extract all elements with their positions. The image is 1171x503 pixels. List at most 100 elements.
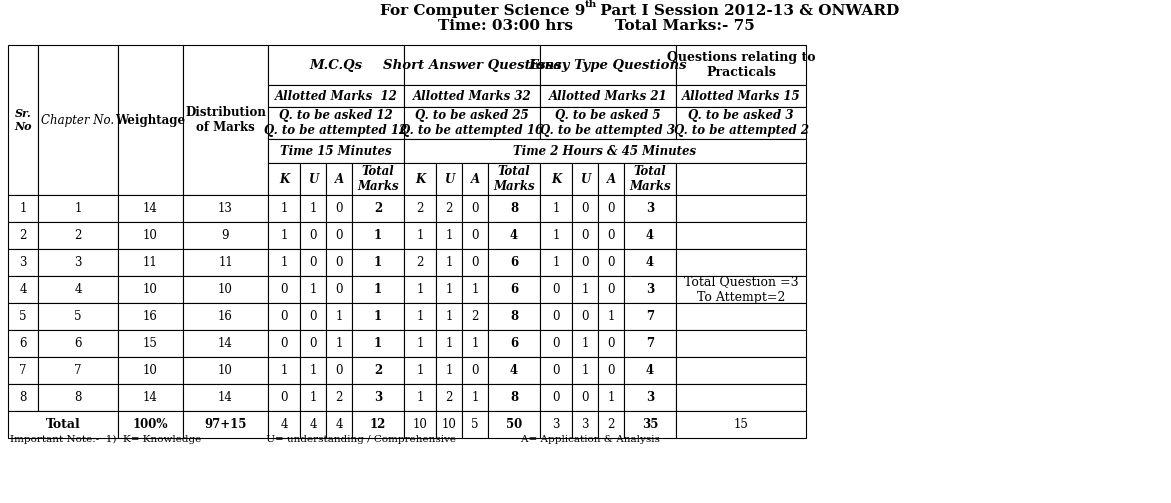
Bar (571, 249, 598, 276)
Bar (463, 357, 488, 384)
Text: 2: 2 (445, 391, 453, 404)
Text: 2: 2 (74, 229, 82, 242)
Text: 2: 2 (374, 364, 382, 377)
Bar (404, 163, 436, 195)
Bar (183, 222, 268, 249)
Bar (118, 357, 183, 384)
Bar (463, 222, 488, 249)
Text: 1: 1 (417, 364, 424, 377)
Text: Q. to be asked 12
Q. to be attempted 12: Q. to be asked 12 Q. to be attempted 12 (265, 109, 408, 137)
Bar (676, 85, 806, 107)
Text: 15: 15 (733, 418, 748, 431)
Bar (118, 222, 183, 249)
Text: Time 2 Hours & 45 Minutes: Time 2 Hours & 45 Minutes (513, 144, 697, 157)
Bar (37, 357, 118, 384)
Bar (571, 357, 598, 384)
Text: 1: 1 (445, 229, 453, 242)
Text: 0: 0 (608, 337, 615, 350)
Bar (488, 249, 540, 276)
Bar (571, 222, 598, 249)
Bar (268, 139, 404, 163)
Text: 14: 14 (143, 391, 158, 404)
Text: 8: 8 (74, 391, 82, 404)
Bar (352, 384, 404, 411)
Text: 1: 1 (19, 202, 27, 215)
Text: 0: 0 (581, 391, 589, 404)
Bar (571, 163, 598, 195)
Text: 1: 1 (445, 283, 453, 296)
Bar (37, 276, 118, 303)
Text: 10: 10 (412, 418, 427, 431)
Bar (8, 195, 37, 222)
Bar (37, 303, 118, 330)
Bar (326, 411, 352, 438)
Bar (268, 411, 300, 438)
Bar (624, 195, 676, 222)
Text: 0: 0 (553, 337, 560, 350)
Bar (463, 330, 488, 357)
Text: U: U (308, 173, 319, 186)
Text: 1: 1 (581, 364, 589, 377)
Bar (598, 163, 624, 195)
Bar (268, 303, 300, 330)
Bar (268, 276, 300, 303)
Text: 16: 16 (218, 310, 233, 323)
Bar (598, 384, 624, 411)
Bar (352, 411, 404, 438)
Bar (598, 249, 624, 276)
Bar (676, 384, 806, 411)
Bar (37, 384, 118, 411)
Text: th: th (586, 0, 597, 9)
Bar (268, 384, 300, 411)
Bar (404, 411, 436, 438)
Text: 1: 1 (309, 364, 316, 377)
Text: 4: 4 (335, 418, 343, 431)
Text: 4: 4 (309, 418, 316, 431)
Bar (404, 85, 540, 107)
Bar (268, 330, 300, 357)
Text: 14: 14 (143, 202, 158, 215)
Bar (598, 357, 624, 384)
Text: 1: 1 (280, 229, 288, 242)
Text: 16: 16 (143, 310, 158, 323)
Text: Important Note:-  1)  K= Knowledge                    U= understanding / Compreh: Important Note:- 1) K= Knowledge U= unde… (11, 435, 660, 444)
Bar (676, 163, 806, 195)
Bar (352, 195, 404, 222)
Text: 0: 0 (471, 256, 479, 269)
Text: 8: 8 (509, 391, 518, 404)
Bar (183, 276, 268, 303)
Bar (404, 330, 436, 357)
Bar (463, 249, 488, 276)
Text: 35: 35 (642, 418, 658, 431)
Text: 1: 1 (608, 310, 615, 323)
Text: K: K (415, 173, 425, 186)
Text: 1: 1 (335, 337, 343, 350)
Text: 3: 3 (553, 418, 560, 431)
Text: 1: 1 (553, 202, 560, 215)
Text: 13: 13 (218, 202, 233, 215)
Text: 0: 0 (581, 256, 589, 269)
Text: 3: 3 (646, 391, 655, 404)
Text: 8: 8 (19, 391, 27, 404)
Bar (268, 195, 300, 222)
Text: 4: 4 (19, 283, 27, 296)
Bar (436, 411, 463, 438)
Text: 4: 4 (280, 418, 288, 431)
Text: 0: 0 (309, 310, 316, 323)
Text: 0: 0 (471, 364, 479, 377)
Text: 11: 11 (218, 256, 233, 269)
Text: 1: 1 (417, 310, 424, 323)
Text: Weightage: Weightage (116, 114, 185, 126)
Text: 8: 8 (509, 310, 518, 323)
Text: 1: 1 (309, 202, 316, 215)
Text: 1: 1 (280, 202, 288, 215)
Text: 0: 0 (280, 283, 288, 296)
Text: Allotted Marks 32: Allotted Marks 32 (412, 90, 532, 103)
Text: 6: 6 (509, 256, 518, 269)
Text: 0: 0 (608, 256, 615, 269)
Bar (183, 303, 268, 330)
Text: 1: 1 (309, 283, 316, 296)
Bar (183, 411, 268, 438)
Text: 0: 0 (335, 202, 343, 215)
Bar (8, 303, 37, 330)
